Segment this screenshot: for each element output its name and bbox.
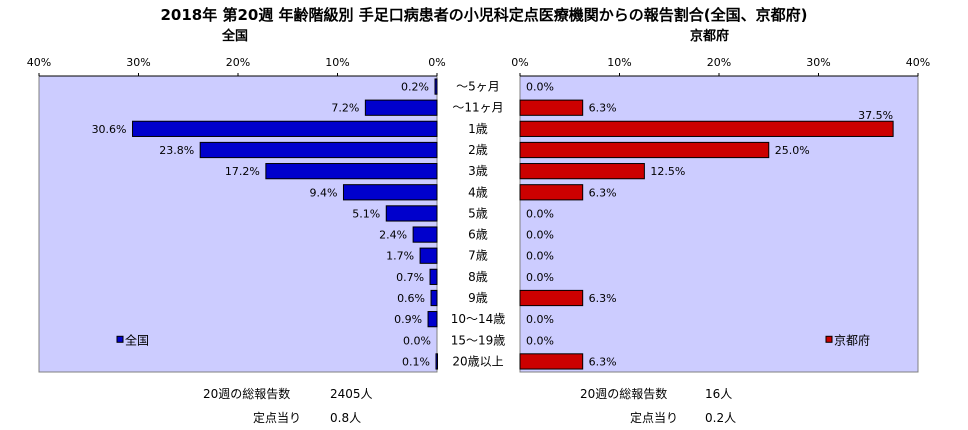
kyoto-per-value: 0.2人 <box>705 411 737 425</box>
kyoto-data-label: 6.3% <box>589 292 617 305</box>
kyoto-x-tick-label: 10% <box>607 56 631 69</box>
national-data-label: 0.0% <box>403 334 431 347</box>
chart-title: 2018年 第20週 年齢階級別 手足口病患者の小児科定点医療機関からの報告割合… <box>160 6 808 24</box>
national-bar <box>385 205 438 222</box>
kyoto-bar <box>519 163 645 180</box>
kyoto-data-label: 0.0% <box>526 334 554 347</box>
national-bar <box>430 289 438 307</box>
national-panel-title: 全国 <box>222 29 249 44</box>
national-per-value: 0.8人 <box>330 411 362 425</box>
category-label: 2歳 <box>468 143 488 157</box>
kyoto-per-label: 定点当り <box>630 411 679 425</box>
kyoto-data-label: 6.3% <box>589 186 617 199</box>
national-bar <box>364 99 438 116</box>
category-label: 5歳 <box>468 206 488 220</box>
national-x-tick-label: 10% <box>325 56 349 69</box>
national-bar <box>199 141 438 159</box>
national-data-label: 0.9% <box>394 313 422 326</box>
national-data-label: 0.1% <box>402 355 430 368</box>
kyoto-data-label: 37.5% <box>858 109 893 122</box>
kyoto-bar <box>519 99 584 116</box>
category-label: ～5ヶ月 <box>456 80 500 94</box>
kyoto-data-label: 25.0% <box>775 144 810 157</box>
kyoto-bar <box>519 120 894 137</box>
kyoto-x-tick-label: 40% <box>906 56 930 69</box>
national-legend-label: 全国 <box>125 332 149 347</box>
kyoto-bar <box>519 184 584 201</box>
chart-area: 0% 10% 20% 30% 40% 0.2% 7.2% 30.6% 23.8% 17.2% 9.4… <box>27 56 930 373</box>
national-bar <box>342 184 438 201</box>
national-bar <box>429 268 438 285</box>
kyoto-data-label: 0.0% <box>526 207 554 220</box>
national-x-tick-label: 30% <box>126 56 150 69</box>
national-per-label: 定点当り <box>253 411 302 425</box>
national-bar <box>132 120 438 137</box>
category-label: 15～19歳 <box>451 333 506 347</box>
national-data-label: 9.4% <box>310 186 338 199</box>
national-data-label: 30.6% <box>92 123 127 136</box>
national-x-tick-label: 0% <box>428 56 445 69</box>
national-data-label: 0.2% <box>401 81 429 94</box>
category-label: 10～14歳 <box>451 312 506 326</box>
category-label: 1歳 <box>468 122 488 136</box>
category-label: ～11ヶ月 <box>452 101 503 115</box>
kyoto-data-label: 0.0% <box>526 250 554 263</box>
national-total-label: 20週の総報告数 <box>203 387 291 401</box>
category-label: 9歳 <box>468 291 488 305</box>
kyoto-x-tick-label: 30% <box>806 56 830 69</box>
national-bar <box>419 247 438 264</box>
national-data-label: 1.7% <box>386 250 414 263</box>
kyoto-data-label: 12.5% <box>650 165 685 178</box>
national-data-label: 23.8% <box>159 144 194 157</box>
national-data-label: 2.4% <box>379 229 407 242</box>
category-label: 8歳 <box>468 270 488 284</box>
national-plot-area <box>38 75 438 373</box>
kyoto-x-tick-label: 0% <box>511 56 528 69</box>
national-data-label: 0.7% <box>396 271 424 284</box>
category-label: 4歳 <box>468 185 488 199</box>
national-x-tick-label: 40% <box>27 56 51 69</box>
kyoto-bar <box>519 141 770 159</box>
kyoto-data-label: 0.0% <box>526 313 554 326</box>
kyoto-legend-swatch <box>825 335 833 343</box>
category-label: 6歳 <box>468 228 488 242</box>
kyoto-bar <box>519 353 584 370</box>
kyoto-data-label: 0.0% <box>526 81 554 94</box>
kyoto-total-value: 16人 <box>705 387 733 401</box>
national-bar <box>427 311 438 328</box>
national-data-label: 7.2% <box>331 102 359 115</box>
category-label: 7歳 <box>468 249 488 263</box>
national-bar <box>435 353 439 370</box>
national-x-tick-label: 20% <box>226 56 250 69</box>
national-data-label: 0.6% <box>397 292 425 305</box>
kyoto-data-label: 0.0% <box>526 229 554 242</box>
category-label: 20歳以上 <box>452 354 503 368</box>
kyoto-total-label: 20週の総報告数 <box>580 387 668 401</box>
kyoto-data-label: 6.3% <box>589 102 617 115</box>
kyoto-data-label: 0.0% <box>526 271 554 284</box>
category-label: 3歳 <box>468 164 488 178</box>
kyoto-panel-title: 京都府 <box>690 29 730 44</box>
national-bar <box>265 163 438 180</box>
national-data-label: 5.1% <box>352 207 380 220</box>
kyoto-x-tick-label: 20% <box>707 56 731 69</box>
national-bar <box>434 78 438 95</box>
national-legend-swatch <box>116 335 124 343</box>
national-bar <box>412 226 438 243</box>
national-data-label: 17.2% <box>225 165 260 178</box>
kyoto-bar <box>519 289 584 307</box>
national-total-value: 2405人 <box>330 387 373 401</box>
kyoto-data-label: 6.3% <box>589 355 617 368</box>
kyoto-legend-label: 京都府 <box>834 332 870 347</box>
